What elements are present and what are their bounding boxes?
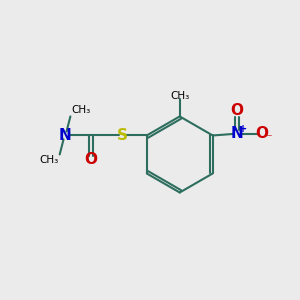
Text: CH₃: CH₃ — [72, 106, 91, 116]
Text: O: O — [85, 152, 98, 167]
Text: O: O — [256, 127, 268, 142]
Text: ⁻: ⁻ — [265, 132, 272, 145]
Text: N: N — [59, 128, 71, 143]
Text: N: N — [231, 127, 243, 142]
Text: S: S — [117, 128, 128, 143]
Text: CH₃: CH₃ — [170, 91, 189, 101]
Text: O: O — [230, 103, 244, 118]
Text: CH₃: CH₃ — [39, 155, 58, 165]
Text: +: + — [239, 124, 247, 134]
